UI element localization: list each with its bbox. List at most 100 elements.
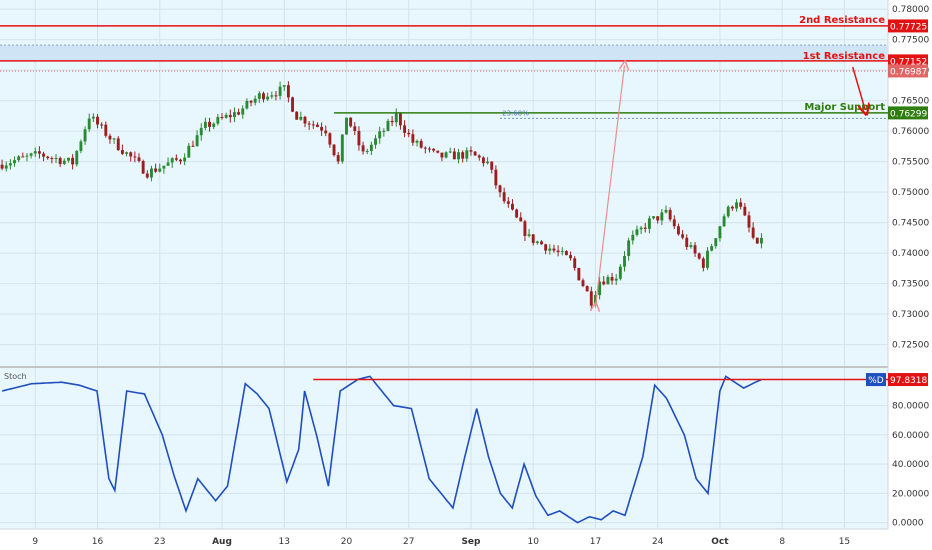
candle-body <box>548 248 552 251</box>
candle-body <box>672 219 676 227</box>
candle-body <box>195 135 199 147</box>
candle-body <box>614 278 618 281</box>
second-resistance-label: 2nd Resistance <box>799 15 885 26</box>
candle-body <box>232 112 236 118</box>
stoch-tick-label: 0.0000 <box>892 519 924 529</box>
candle-body <box>100 124 104 126</box>
candle-body <box>423 147 427 149</box>
candle-body <box>282 85 286 87</box>
stoch-series-tag <box>866 373 886 387</box>
candle-body <box>494 169 498 186</box>
stoch-tick-label: 40.0000 <box>892 460 929 470</box>
candle-body <box>208 121 212 127</box>
projection-arrow-up <box>595 65 624 307</box>
major-support-value: 0.76299 <box>890 109 927 119</box>
candle-body <box>179 159 182 162</box>
candle-body <box>730 206 734 209</box>
price-tick-label: 0.75000 <box>892 188 929 198</box>
price-tick-label: 0.76000 <box>892 127 929 137</box>
candle-body <box>751 227 755 238</box>
candle-body <box>706 250 709 268</box>
candle-body <box>436 150 440 153</box>
candle-body <box>398 113 402 126</box>
candle-body <box>336 155 340 162</box>
price-tick-label: 0.72500 <box>892 341 929 351</box>
candle-body <box>349 117 353 127</box>
price-tick-label: 0.76500 <box>892 97 929 107</box>
time-tick-label: 13 <box>279 537 290 547</box>
candle-body <box>519 217 523 222</box>
candle-body <box>394 113 398 123</box>
candle-body <box>162 165 166 169</box>
candle-body <box>693 245 697 254</box>
candle-body <box>735 202 738 209</box>
candle-body <box>726 206 730 217</box>
time-tick-label: Aug <box>212 537 232 547</box>
candle-body <box>67 157 70 161</box>
candle-body <box>278 86 282 96</box>
candle-body <box>606 277 610 285</box>
candle-body <box>8 163 12 166</box>
candle-body <box>544 244 548 251</box>
candle-body <box>216 117 220 124</box>
candle-body <box>212 123 216 127</box>
candle-body <box>17 156 21 161</box>
candle-body <box>635 229 639 235</box>
price-tick-label: 0.73500 <box>892 280 929 290</box>
candle-body <box>623 255 626 267</box>
candle-body <box>145 173 149 178</box>
candle-body <box>444 152 448 158</box>
candle-body <box>540 241 543 245</box>
candle-body <box>299 116 303 120</box>
candle-body <box>461 152 465 159</box>
stoch-panel <box>0 368 888 529</box>
candle-body <box>523 221 527 236</box>
candle-body <box>29 153 33 156</box>
candle-body <box>656 216 660 221</box>
candle-body <box>527 234 531 236</box>
candle-body <box>743 206 747 216</box>
time-tick-label: 27 <box>403 537 414 547</box>
candle-body <box>357 130 361 146</box>
candle-body <box>710 246 714 251</box>
candle-body <box>340 134 344 162</box>
candle-body <box>158 168 162 172</box>
candle-body <box>245 100 249 109</box>
candle-body <box>199 127 203 136</box>
candle-body <box>37 151 41 154</box>
candle-body <box>328 133 332 145</box>
candle-body <box>220 117 224 119</box>
price-tick-label: 0.75500 <box>892 158 929 168</box>
candle-body <box>647 218 651 229</box>
first-resistance-value: 0.77152 <box>890 57 927 67</box>
candle-body <box>411 134 415 143</box>
candle-body <box>166 162 170 166</box>
candle-body <box>191 145 195 147</box>
candle-body <box>556 250 560 253</box>
candle-body <box>96 116 99 125</box>
stoch-panel-title: Stoch <box>4 372 27 381</box>
candle-body <box>498 185 502 193</box>
time-tick-label: 9 <box>32 537 38 547</box>
candle-body <box>374 138 377 145</box>
time-tick-label: Sep <box>461 537 481 547</box>
candle-body <box>46 156 50 159</box>
candle-body <box>589 291 593 306</box>
candle-body <box>755 237 759 244</box>
candle-body <box>307 123 311 125</box>
price-tick-label: 0.77500 <box>892 36 929 46</box>
candle-body <box>224 114 228 118</box>
candle-body <box>71 157 75 165</box>
candle-body <box>303 116 307 124</box>
candle-body <box>486 161 490 164</box>
candle-body <box>432 148 436 151</box>
candle-body <box>4 165 8 169</box>
candle-body <box>506 201 510 204</box>
time-tick-label: 15 <box>839 537 850 547</box>
candle-body <box>315 124 319 127</box>
candle-body <box>324 130 328 134</box>
candle-body <box>286 85 290 98</box>
candle-body <box>652 216 656 219</box>
candle-body <box>108 135 112 140</box>
candle-body <box>577 268 581 281</box>
